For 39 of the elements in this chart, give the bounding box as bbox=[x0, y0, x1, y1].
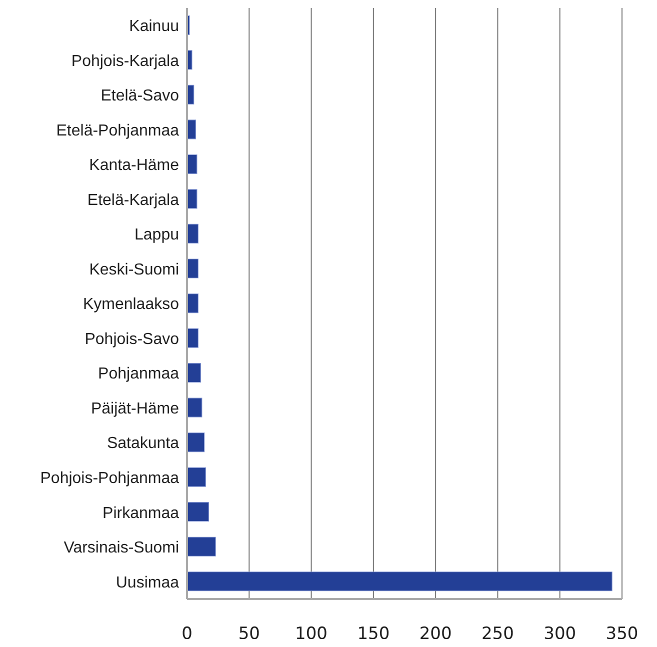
y-tick-label: Satakunta bbox=[106, 435, 180, 452]
x-tick-label: 200 bbox=[419, 624, 452, 644]
y-tick-label: Kymenlaakso bbox=[82, 296, 180, 314]
y-tick-label: Etelä-Savo bbox=[100, 88, 180, 105]
y-tick-label: Pohjois-Karjala bbox=[71, 52, 180, 70]
y-tick-label: Kainuu bbox=[129, 18, 179, 36]
bar bbox=[187, 120, 196, 140]
bar bbox=[187, 536, 216, 556]
y-tick-label: Etelä-Pohjanmaa bbox=[56, 122, 180, 140]
x-tick-label: 0 bbox=[182, 624, 192, 644]
y-tick-label: Pohjois-Savo bbox=[84, 330, 180, 348]
x-tick-label: 250 bbox=[481, 624, 514, 644]
x-tick-label: 100 bbox=[295, 624, 328, 644]
x-tick-label: 300 bbox=[544, 624, 576, 644]
bar bbox=[187, 154, 198, 174]
bar bbox=[187, 467, 206, 487]
bar bbox=[187, 189, 198, 209]
bar bbox=[187, 572, 612, 592]
bar bbox=[187, 224, 198, 244]
bar bbox=[187, 293, 198, 314]
y-tick-label: Päijät-Häme bbox=[90, 400, 180, 418]
bar bbox=[187, 398, 202, 418]
y-tick-label: Keski-Suomi bbox=[89, 261, 179, 278]
y-tick-label: Uusimaa bbox=[116, 574, 180, 592]
x-tick-label: 350 bbox=[606, 624, 638, 644]
y-tick-label: Kanta-Häme bbox=[89, 157, 180, 174]
y-tick-label: Pohjanmaa bbox=[98, 366, 180, 383]
y-tick-label: Etelä-Karjala bbox=[87, 192, 180, 209]
x-tick-label: 150 bbox=[357, 624, 390, 644]
bar bbox=[187, 432, 205, 452]
bar bbox=[187, 502, 210, 522]
y-tick-label: Varsinais-Suomi bbox=[64, 540, 179, 557]
y-tick-label: Pohjois-Pohjanmaa bbox=[40, 470, 180, 488]
x-tick-label: 50 bbox=[238, 624, 260, 644]
bar bbox=[187, 362, 201, 383]
bar bbox=[187, 258, 198, 278]
y-tick-label: Pirkanmaa bbox=[102, 504, 180, 522]
y-tick-label: Lappu bbox=[134, 226, 179, 244]
bar bbox=[187, 328, 198, 348]
